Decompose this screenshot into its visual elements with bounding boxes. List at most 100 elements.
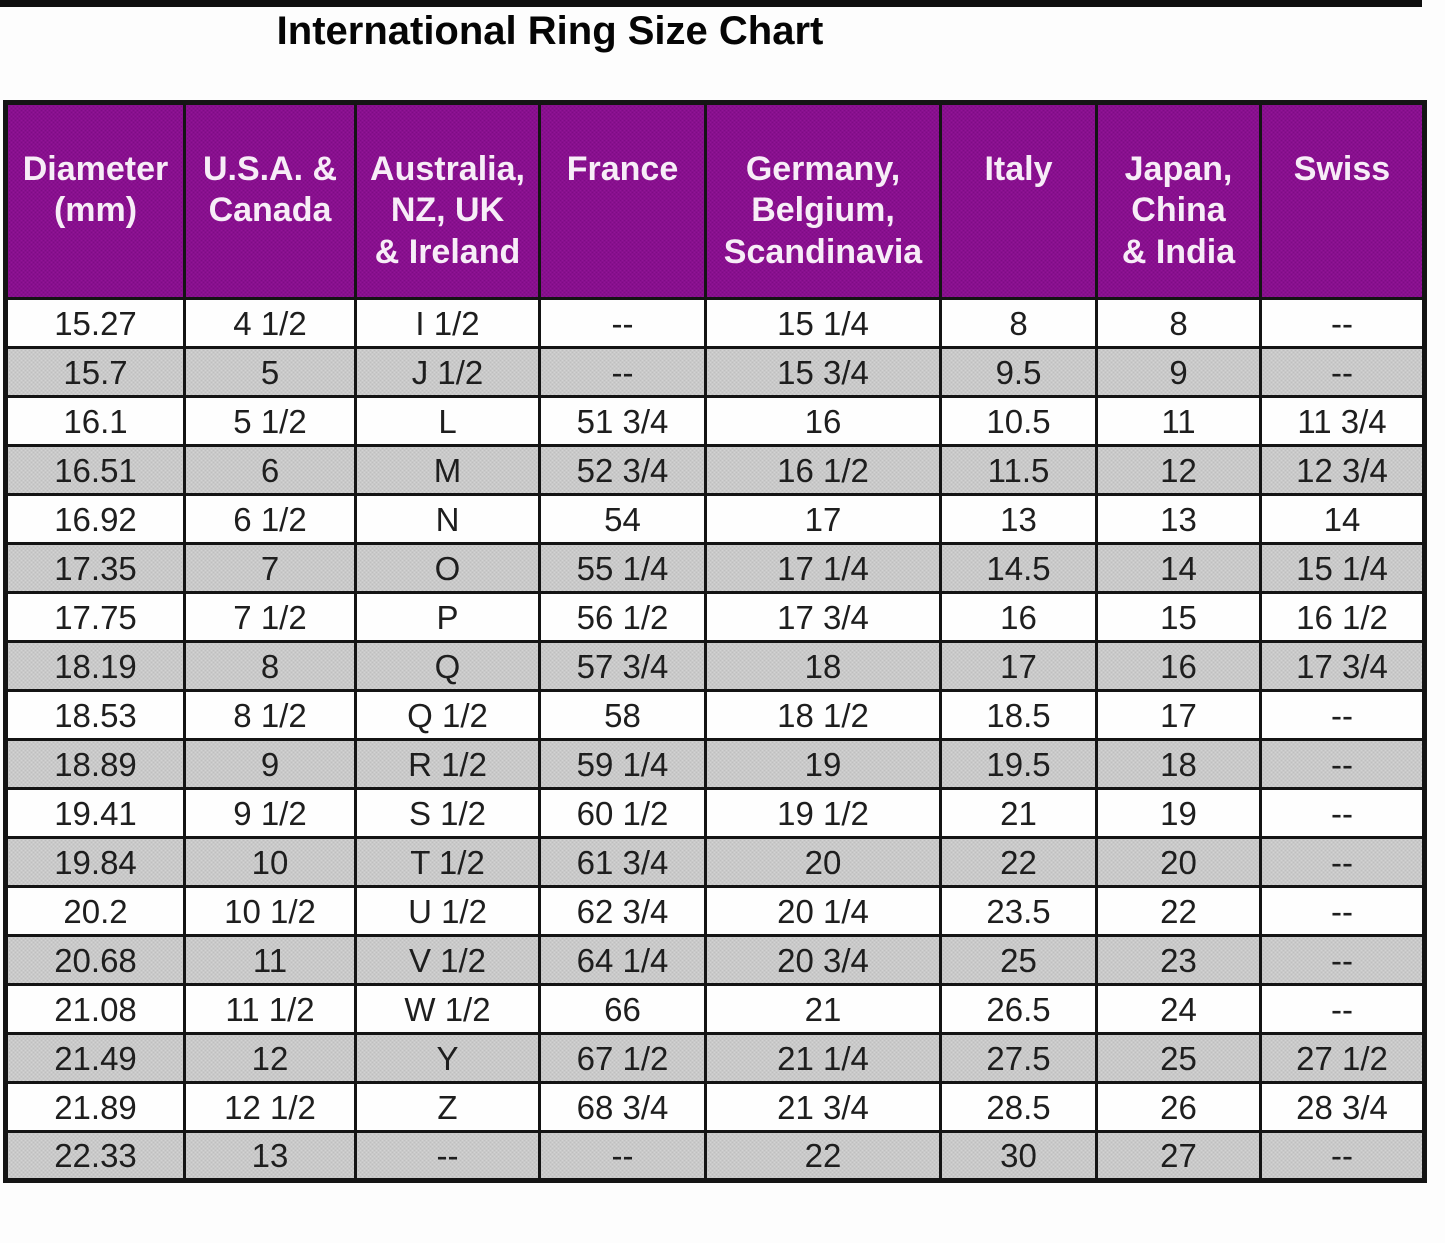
table-cell: 27.5 xyxy=(939,1032,1098,1084)
table-cell: 5 xyxy=(183,346,357,398)
table-row: 20.2 10 1/2 U 1/2 62 3/4 20 1/4 23.5 22 -- xyxy=(4,885,1426,937)
table-cell: 16 1/2 xyxy=(704,444,942,496)
table-cell: 27 xyxy=(1095,1130,1262,1182)
table-cell: 18.53 xyxy=(4,689,186,741)
table-cell: 58 xyxy=(538,689,707,741)
table-cell: 28 3/4 xyxy=(1259,1081,1426,1133)
table-cell: 13 xyxy=(939,493,1098,545)
table-row: 16.51 6 M 52 3/4 16 1/2 11.5 12 12 3/4 xyxy=(4,444,1426,496)
table-cell: 15 1/4 xyxy=(704,297,942,349)
table-cell: 51 3/4 xyxy=(538,395,707,447)
table-cell: R 1/2 xyxy=(354,738,541,790)
table-cell: -- xyxy=(1259,689,1426,741)
table-cell: 17 3/4 xyxy=(704,591,942,643)
table-cell: 54 xyxy=(538,493,707,545)
table-cell: 14 xyxy=(1259,493,1426,545)
table-cell: -- xyxy=(1259,1130,1426,1182)
table-cell: 13 xyxy=(1095,493,1262,545)
table-cell: -- xyxy=(1259,346,1426,398)
header-row: Diameter (mm) U.S.A. & Canada Australia, N… xyxy=(4,101,1426,300)
table-cell: 24 xyxy=(1095,983,1262,1035)
table-cell: 7 1/2 xyxy=(183,591,357,643)
table-cell: 56 1/2 xyxy=(538,591,707,643)
table-row: 17.75 7 1/2 P 56 1/2 17 3/4 16 15 16 1/2 xyxy=(4,591,1426,643)
table-cell: 26 xyxy=(1095,1081,1262,1133)
column-header-diameter: Diameter (mm) xyxy=(4,101,186,300)
table-cell: 11 3/4 xyxy=(1259,395,1426,447)
table-cell: 62 3/4 xyxy=(538,885,707,937)
table-cell: 20.2 xyxy=(4,885,186,937)
table-cell: -- xyxy=(1259,297,1426,349)
table-cell: 18.5 xyxy=(939,689,1098,741)
table-row: 18.53 8 1/2 Q 1/2 58 18 1/2 18.5 17 -- xyxy=(4,689,1426,741)
table-cell: 4 1/2 xyxy=(183,297,357,349)
table-cell: 15 3/4 xyxy=(704,346,942,398)
table-cell: P xyxy=(354,591,541,643)
table-cell: 61 3/4 xyxy=(538,836,707,888)
table-cell: -- xyxy=(1259,787,1426,839)
table-cell: -- xyxy=(538,346,707,398)
table-cell: 66 xyxy=(538,983,707,1035)
column-header-australia: Australia, NZ, UK & Ireland xyxy=(354,101,541,300)
table-cell: 18.89 xyxy=(4,738,186,790)
table-cell: 9 xyxy=(1095,346,1262,398)
table-cell: O xyxy=(354,542,541,594)
column-header-japan: Japan, China & India xyxy=(1095,101,1262,300)
table-row: 18.89 9 R 1/2 59 1/4 19 19.5 18 -- xyxy=(4,738,1426,790)
table-row: 16.1 5 1/2 L 51 3/4 16 10.5 11 11 3/4 xyxy=(4,395,1426,447)
table-cell: 19.5 xyxy=(939,738,1098,790)
table-cell: 16.92 xyxy=(4,493,186,545)
table-cell: Z xyxy=(354,1081,541,1133)
table-cell: 22.33 xyxy=(4,1130,186,1182)
table-cell: 64 1/4 xyxy=(538,934,707,986)
table-cell: 25 xyxy=(939,934,1098,986)
table-cell: 67 1/2 xyxy=(538,1032,707,1084)
table-cell: 21 1/4 xyxy=(704,1032,942,1084)
table-cell: 21.49 xyxy=(4,1032,186,1084)
table-cell: 30 xyxy=(939,1130,1098,1182)
table-cell: V 1/2 xyxy=(354,934,541,986)
table-cell: I 1/2 xyxy=(354,297,541,349)
table-cell: 25 xyxy=(1095,1032,1262,1084)
table-cell: 21.89 xyxy=(4,1081,186,1133)
table-row: 15.7 5 J 1/2 -- 15 3/4 9.5 9 -- xyxy=(4,346,1426,398)
table-cell: 60 1/2 xyxy=(538,787,707,839)
table-cell: J 1/2 xyxy=(354,346,541,398)
table-cell: W 1/2 xyxy=(354,983,541,1035)
table-cell: 19.41 xyxy=(4,787,186,839)
table-cell: 11 xyxy=(183,934,357,986)
table-cell: 16 xyxy=(1095,640,1262,692)
table-cell: T 1/2 xyxy=(354,836,541,888)
table-cell: 19 xyxy=(1095,787,1262,839)
table-cell: -- xyxy=(1259,983,1426,1035)
table-cell: 17 xyxy=(1095,689,1262,741)
table-cell: 13 xyxy=(183,1130,357,1182)
table-row: 19.41 9 1/2 S 1/2 60 1/2 19 1/2 21 19 -- xyxy=(4,787,1426,839)
ring-size-table: Diameter (mm) U.S.A. & Canada Australia, N… xyxy=(3,100,1427,1183)
table-cell: 21 xyxy=(704,983,942,1035)
table-cell: 28.5 xyxy=(939,1081,1098,1133)
table-cell: 18.19 xyxy=(4,640,186,692)
table-row: 21.89 12 1/2 Z 68 3/4 21 3/4 28.5 26 28 3/4 xyxy=(4,1081,1426,1133)
table-cell: 59 1/4 xyxy=(538,738,707,790)
table-cell: 26.5 xyxy=(939,983,1098,1035)
table-cell: 12 xyxy=(1095,444,1262,496)
table-cell: 12 xyxy=(183,1032,357,1084)
table-cell: 5 1/2 xyxy=(183,395,357,447)
table-cell: 20.68 xyxy=(4,934,186,986)
table-cell: L xyxy=(354,395,541,447)
table-cell: 11.5 xyxy=(939,444,1098,496)
table-cell: -- xyxy=(1259,885,1426,937)
table-cell: 8 xyxy=(1095,297,1262,349)
table-cell: 16 xyxy=(939,591,1098,643)
table-cell: 68 3/4 xyxy=(538,1081,707,1133)
table-cell: -- xyxy=(1259,934,1426,986)
table-cell: 52 3/4 xyxy=(538,444,707,496)
table-cell: 6 1/2 xyxy=(183,493,357,545)
table-cell: 10.5 xyxy=(939,395,1098,447)
table-cell: 55 1/4 xyxy=(538,542,707,594)
table-cell: 9 1/2 xyxy=(183,787,357,839)
table-cell: 15 1/4 xyxy=(1259,542,1426,594)
column-header-france: France xyxy=(538,101,707,300)
table-cell: 17.75 xyxy=(4,591,186,643)
